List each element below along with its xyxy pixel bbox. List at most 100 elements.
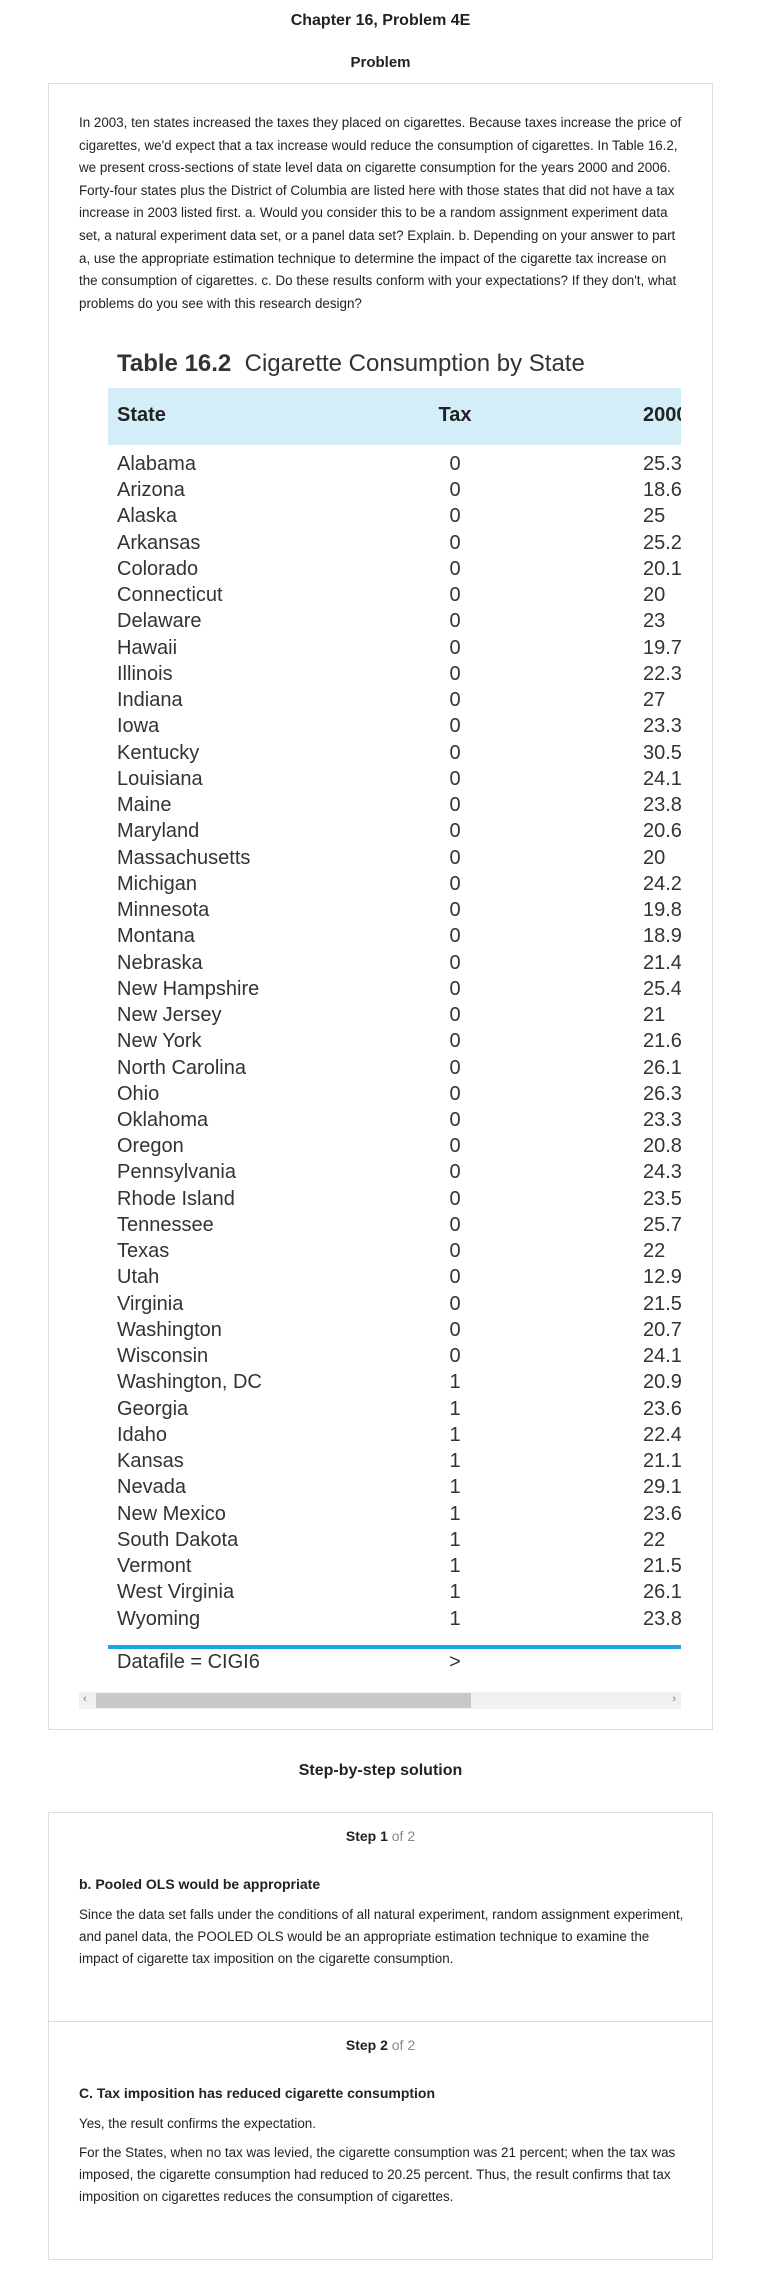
- table-cell: 0: [449, 1135, 461, 1158]
- step-number: Step 2: [345, 2037, 388, 2053]
- state-cell: Washington, DC: [117, 1371, 262, 1394]
- table-cell: 0: [449, 1292, 461, 1315]
- table-cell: 20.8: [643, 1135, 681, 1158]
- table-cell: 1: [449, 1581, 461, 1604]
- table-cell: 25.3: [643, 453, 681, 475]
- table-cell: 0: [449, 1082, 461, 1105]
- table-cell: 0: [449, 899, 461, 922]
- table-number: Table 16.2: [117, 350, 232, 377]
- table-cell: 18.6: [643, 479, 681, 502]
- table-cell: 25.4: [643, 977, 681, 1000]
- table-cell: 0: [449, 872, 461, 895]
- table-cell: 1: [449, 1423, 461, 1446]
- table-cell: 20.1: [643, 557, 681, 580]
- table-cell: 1: [449, 1397, 461, 1420]
- table-cell: 20: [643, 584, 666, 607]
- state-cell: Rhode Island: [117, 1187, 235, 1210]
- state-cell: Utah: [117, 1266, 160, 1289]
- table-cell: 0: [449, 741, 461, 764]
- table-cell: 1: [449, 1528, 461, 1551]
- state-cell: Georgia: [117, 1397, 189, 1420]
- state-cell: Indiana: [117, 689, 183, 712]
- divider: [48, 2021, 713, 2022]
- state-cell: Virginia: [117, 1292, 184, 1315]
- scroll-left[interactable]: ‹: [83, 1693, 87, 1705]
- state-cell: Michigan: [117, 872, 198, 895]
- table-cell: 23.6: [643, 1397, 681, 1420]
- table-cell: 0: [449, 662, 461, 685]
- table-cell: 21.6: [643, 1030, 681, 1053]
- state-cell: West Virginia: [117, 1581, 235, 1604]
- table-cell: 30.5: [643, 741, 681, 764]
- table-header: [108, 388, 681, 445]
- table-cell: 0: [449, 610, 461, 633]
- state-cell: New Mexico: [117, 1502, 226, 1525]
- column-header: 2000: [643, 404, 681, 426]
- step-count: of 2: [391, 1828, 416, 1844]
- chapter-title: Chapter 16, Problem 4E: [290, 12, 471, 29]
- table-cell: 27: [643, 689, 666, 712]
- table-caption: Cigarette Consumption by State: [244, 350, 585, 377]
- table-cell: 23.8: [643, 1607, 681, 1630]
- table-cell: 0: [449, 977, 461, 1000]
- table-cell: 24.1: [643, 767, 681, 790]
- state-cell: Montana: [117, 925, 195, 948]
- table-cell: 21.5: [643, 1555, 681, 1578]
- table-cell: 0: [449, 951, 461, 974]
- state-cell: Maine: [117, 794, 172, 817]
- scroll-thumb[interactable]: [96, 1693, 471, 1708]
- table-cell: 23.5: [643, 1187, 681, 1210]
- table-rule: [108, 1645, 681, 1649]
- scrollbar[interactable]: ‹ ›: [79, 1692, 681, 1709]
- scroll-right[interactable]: ›: [672, 1693, 676, 1705]
- table-cell: 22.3: [643, 662, 681, 685]
- state-cell: Louisiana: [117, 767, 203, 790]
- table: StateTax2000Alabama025.3Arizona018.6Alas…: [108, 388, 681, 1688]
- table-cell: 0: [449, 846, 461, 869]
- table-footer: >: [449, 1651, 461, 1673]
- step-number: Step 1: [345, 1828, 388, 1844]
- table-cell: 20.9: [643, 1371, 681, 1394]
- table-cell: 1: [449, 1607, 461, 1630]
- state-cell: Minnesota: [117, 899, 210, 922]
- table-cell: 21.1: [643, 1450, 681, 1473]
- table-cell: 25.7: [643, 1213, 681, 1236]
- table-cell: 25.2: [643, 531, 681, 554]
- state-cell: Oregon: [117, 1135, 184, 1158]
- state-cell: Vermont: [117, 1555, 192, 1578]
- state-cell: North Carolina: [117, 1056, 246, 1079]
- table-cell: 0: [449, 505, 461, 528]
- solution-box: [48, 1812, 713, 2260]
- solution-title: Step-by-step solution: [298, 1762, 463, 1779]
- table-cell: 18.9: [643, 925, 681, 948]
- table-cell: 20: [643, 846, 666, 869]
- state-cell: Texas: [117, 1240, 170, 1263]
- table-cell: 0: [449, 1240, 461, 1263]
- state-cell: Maryland: [117, 820, 200, 843]
- table-cell: 0: [449, 925, 461, 948]
- table-cell: 24.1: [643, 1345, 681, 1368]
- state-cell: New Jersey: [117, 1004, 222, 1027]
- table-cell: 21.4: [643, 951, 681, 974]
- table-cell: 0: [449, 1345, 461, 1368]
- table-cell: 23.6: [643, 1502, 681, 1525]
- table-cell: 21: [643, 1004, 666, 1027]
- table-cell: 0: [449, 584, 461, 607]
- table-cell: 20.6: [643, 820, 681, 843]
- state-cell: Iowa: [117, 715, 160, 738]
- table-cell: 25: [643, 505, 666, 528]
- table-cell: 0: [449, 1266, 461, 1289]
- problem-text: In 2003, ten states increased the taxes …: [79, 115, 682, 311]
- table-cell: 26.1: [643, 1581, 681, 1604]
- state-cell: Connecticut: [117, 584, 223, 607]
- table-cell: 0: [449, 767, 461, 790]
- state-cell: New Hampshire: [117, 977, 260, 1000]
- state-cell: Illinois: [117, 662, 173, 685]
- step-label: Step 2 of 2: [0, 2037, 761, 2053]
- table-cell: 23.3: [643, 1109, 681, 1131]
- problem-box: [48, 83, 713, 1730]
- column-header: Tax: [438, 404, 472, 426]
- state-cell: Kentucky: [117, 741, 200, 764]
- state-cell: Oklahoma: [117, 1109, 209, 1131]
- table-cell: 0: [449, 1161, 461, 1184]
